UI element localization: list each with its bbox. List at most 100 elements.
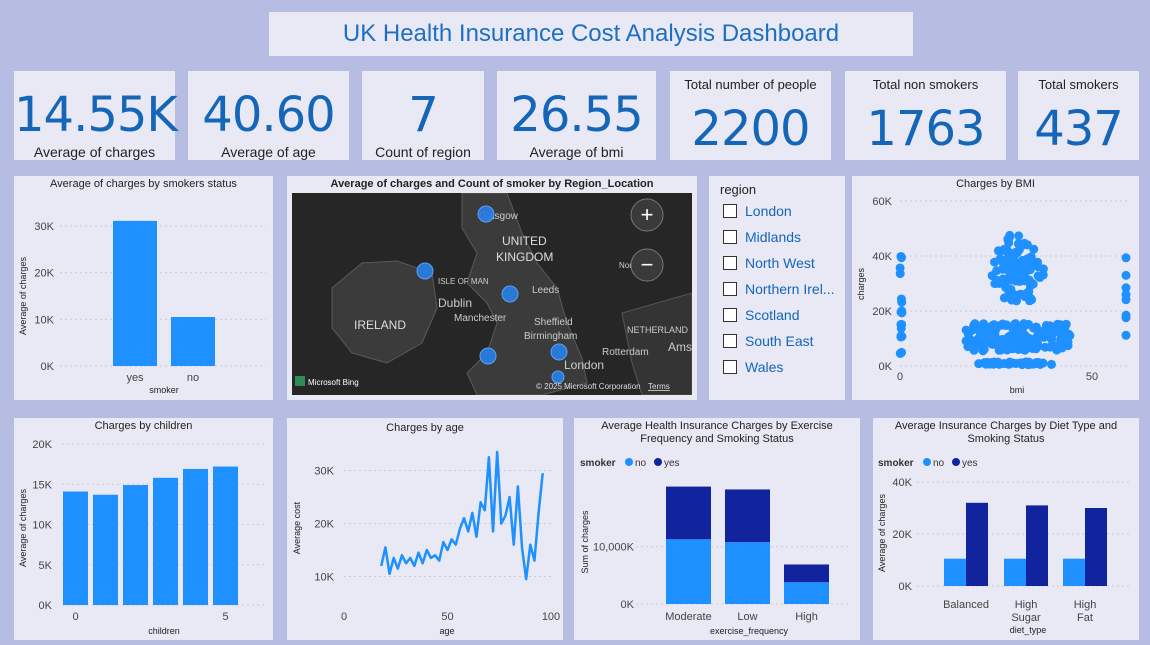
- y-tick-label: 40K: [892, 477, 912, 489]
- map-terms-link[interactable]: Terms: [648, 382, 670, 391]
- zoom-in-button[interactable]: +: [630, 198, 664, 232]
- y-tick-label: 10K: [314, 572, 334, 584]
- scatter-point: [967, 325, 977, 335]
- x-axis-label: diet_type: [1010, 625, 1047, 635]
- legend-dot-no: [923, 458, 931, 466]
- x-axis-label: bmi: [1010, 385, 1025, 395]
- bar-yes: [113, 220, 157, 366]
- scatter-point: [1046, 359, 1056, 369]
- chart-title: Average of charges by smokers status: [50, 178, 237, 190]
- kpi-total-people[interactable]: Total number of people 2200: [670, 71, 831, 160]
- scatter-point: [992, 266, 1002, 276]
- scatter-point: [1022, 340, 1032, 350]
- y-axis-label: Sum of charges: [580, 510, 590, 574]
- x-tick-label: High: [1074, 599, 1097, 611]
- smoker-bar-chart: 30K 20K 10K 0K Average of charges smoker yes no: [18, 220, 266, 395]
- legend-label: no: [933, 458, 945, 469]
- slicer-item-north-west[interactable]: North West: [723, 255, 815, 271]
- slicer-item-scotland[interactable]: Scotland: [723, 307, 799, 323]
- slicer-item-midlands[interactable]: Midlands: [723, 229, 801, 245]
- slicer-item-label: Midlands: [745, 229, 802, 245]
- checkbox[interactable]: [723, 256, 737, 270]
- slicer-item-south-east[interactable]: South East: [723, 333, 814, 349]
- kpi-total-smokers[interactable]: Total smokers 437: [1018, 71, 1139, 160]
- slicer-item-london[interactable]: London: [723, 203, 792, 219]
- legend-label: yes: [664, 458, 680, 469]
- bar-Moderate-no: [666, 539, 711, 604]
- scatter-point: [895, 263, 905, 273]
- zoom-out-icon: −: [641, 252, 654, 277]
- scatter-point: [1012, 337, 1022, 347]
- checkbox[interactable]: [723, 334, 737, 348]
- legend-dot-no: [625, 458, 633, 466]
- scatter-points: [895, 230, 1131, 370]
- map-visual[interactable]: Average of charges and Count of smoker b…: [287, 176, 697, 400]
- slicer-item-label: Scotland: [745, 307, 800, 323]
- chart-charges-by-bmi[interactable]: Charges by BMI 60K 40K 20K 0K charges bmi 0 50: [852, 176, 1139, 400]
- scatter-point: [1009, 290, 1019, 300]
- slicer-item-wales[interactable]: Wales: [723, 359, 783, 375]
- y-tick-label: 0K: [41, 361, 55, 373]
- checkbox[interactable]: [723, 282, 737, 296]
- legend-title: smoker: [878, 458, 914, 469]
- scatter-point: [1001, 255, 1011, 265]
- y-axis-label: Average of charges: [877, 494, 887, 572]
- y-axis-label: Average of charges: [18, 489, 28, 567]
- bar-Balanced-yes: [966, 502, 988, 586]
- children-bar-chart: 20K 15K 10K 5K 0K Average of charges children 0…: [18, 439, 266, 636]
- x-axis-label: age: [439, 626, 454, 636]
- chart-diet-type[interactable]: Average Insurance Charges by Diet Type a…: [873, 418, 1139, 640]
- chart-smoker-status[interactable]: Average of charges by smokers status 30K…: [14, 176, 273, 400]
- bar-children-2: [123, 485, 148, 605]
- checkbox[interactable]: [723, 360, 737, 374]
- x-tick-label: yes: [126, 372, 144, 384]
- y-tick-label: 20K: [314, 519, 334, 531]
- map-canvas[interactable]: UNITED KINGDOM IRELAND Glasgow ISLE OF M…: [292, 193, 692, 395]
- map-title: Average of charges and Count of smoker b…: [330, 178, 654, 190]
- kpi-average-charges[interactable]: 14.55K Average of charges: [14, 71, 178, 160]
- map-label: Dublin: [438, 296, 472, 310]
- y-tick-label: 5K: [39, 560, 53, 572]
- scatter-point: [1026, 252, 1036, 262]
- bing-logo-icon: [295, 376, 305, 386]
- y-tick-label: 60K: [872, 196, 892, 208]
- zoom-out-button[interactable]: −: [630, 248, 664, 282]
- scatter-point: [1013, 269, 1023, 279]
- kpi-count-region[interactable]: 7 Count of region: [362, 71, 484, 160]
- slicer-item-label: South East: [745, 333, 814, 349]
- zoom-in-icon: +: [641, 202, 654, 227]
- legend-dot-yes: [654, 458, 662, 466]
- scatter-point: [1048, 329, 1058, 339]
- y-tick-label: 40K: [872, 251, 892, 263]
- checkbox[interactable]: [723, 308, 737, 322]
- scatter-point: [986, 332, 996, 342]
- checkbox[interactable]: [723, 204, 737, 218]
- exercise-stacked-bar-chart: smoker no yes 10,000K 0K Sum of charges exerci…: [580, 458, 850, 636]
- scatter-point: [896, 253, 906, 263]
- scatter-point: [1121, 253, 1131, 263]
- chart-exercise-frequency[interactable]: Average Health Insurance Charges by Exer…: [574, 418, 860, 640]
- age-series-line: [380, 450, 544, 581]
- ireland-land: [331, 260, 438, 364]
- kpi-average-bmi[interactable]: 26.55 Average of bmi: [497, 71, 656, 160]
- chart-title: Average Health Insurance Charges by Exer…: [601, 420, 833, 445]
- scatter-point: [1024, 319, 1034, 329]
- map-label: Manchester: [454, 313, 507, 324]
- kpi-total-non-smokers[interactable]: Total non smokers 1763: [845, 71, 1006, 160]
- scatter-point: [1064, 329, 1074, 339]
- scatter-point: [987, 339, 997, 349]
- map-attribution: © 2025 Microsoft Corporation: [536, 382, 641, 391]
- checkbox[interactable]: [723, 230, 737, 244]
- slicer-item-northern-ireland[interactable]: Northern Irel...: [723, 281, 834, 297]
- map-bubble-scotland: [477, 205, 495, 223]
- chart-charges-by-age[interactable]: Charges by age 30K 20K 10K 0 50 100 Average co…: [287, 418, 563, 640]
- map-bubble-london: [551, 370, 565, 384]
- x-axis-label: exercise_frequency: [710, 626, 789, 636]
- region-slicer[interactable]: region London Midlands North West Northe…: [709, 176, 845, 400]
- scatter-point: [994, 277, 1004, 287]
- scatter-point: [1001, 282, 1011, 292]
- kpi-average-age[interactable]: 40.60 Average of age: [188, 71, 349, 160]
- y-tick-label: 20K: [872, 306, 892, 318]
- chart-charges-by-children[interactable]: Charges by children 20K 15K 10K 5K 0K Average…: [14, 418, 273, 640]
- bmi-scatter-chart: 60K 40K 20K 0K charges bmi 0 50: [856, 196, 1131, 395]
